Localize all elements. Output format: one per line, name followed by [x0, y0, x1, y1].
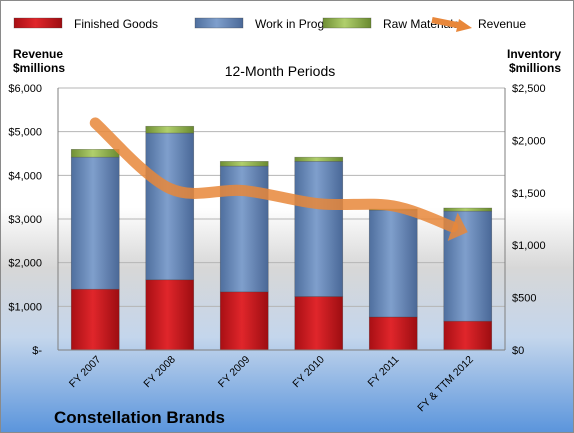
- right-tick-label: $0: [512, 345, 524, 357]
- bars: [70, 125, 493, 351]
- left-tick-label: $3,000: [8, 214, 42, 226]
- company-name: Constellation Brands: [54, 408, 225, 427]
- bar-work-in-progress: [368, 209, 418, 318]
- bar-work-in-progress: [294, 161, 344, 297]
- bar-raw-materials: [145, 125, 195, 134]
- category-label: FY 2011: [365, 354, 401, 390]
- right-axis-title-line1: Inventory: [507, 47, 561, 61]
- bar-work-in-progress: [70, 156, 120, 290]
- bar-raw-materials: [443, 207, 493, 212]
- bar-finished-goods: [70, 288, 120, 351]
- bar-finished-goods: [368, 316, 418, 351]
- legend-arrowhead: [456, 19, 472, 32]
- revenue-line: [89, 117, 468, 241]
- bar-raw-materials: [219, 161, 269, 167]
- right-tick-label: $2,000: [512, 135, 546, 147]
- left-tick-label: $-: [32, 345, 42, 357]
- revenue-arrowhead: [447, 212, 468, 241]
- bar-finished-goods: [145, 279, 195, 351]
- legend-swatch-finished-goods: [13, 17, 63, 29]
- right-axis-title-line2: $millions: [509, 61, 561, 75]
- gridlines: [58, 87, 505, 307]
- legend-item-revenue: Revenue: [431, 17, 526, 32]
- chart-title: 12-Month Periods: [225, 63, 336, 79]
- right-tick-label: $2,500: [512, 83, 546, 95]
- left-tick-label: $1,000: [8, 301, 42, 313]
- left-axis-title-line1: Revenue: [13, 47, 63, 61]
- legend: Finished Goods Work in Progress Raw Materi…: [13, 17, 526, 32]
- bar-work-in-progress: [219, 165, 269, 293]
- right-tick-label: $500: [512, 293, 536, 305]
- bar-raw-materials: [70, 149, 120, 158]
- bar-work-in-progress: [145, 132, 195, 281]
- left-tick-label: $6,000: [8, 83, 42, 95]
- bar-finished-goods: [443, 320, 493, 351]
- bar-finished-goods: [219, 291, 269, 351]
- legend-swatch-raw-materials: [322, 17, 372, 29]
- right-tick-label: $1,000: [512, 240, 546, 252]
- left-axis-title-line2: $millions: [13, 61, 65, 75]
- category-label: FY 2007: [67, 354, 104, 391]
- left-tick-label: $2,000: [8, 258, 42, 270]
- category-label: FY 2009: [216, 354, 253, 391]
- legend-swatch-revenue: [431, 17, 463, 29]
- left-tick-label: $4,000: [8, 170, 42, 182]
- legend-label: Finished Goods: [74, 17, 158, 31]
- category-label: FY 2010: [290, 354, 327, 391]
- left-tick-label: $5,000: [8, 127, 42, 139]
- right-tick-label: $1,500: [512, 188, 546, 200]
- legend-item-finished-goods: Finished Goods: [13, 17, 158, 31]
- bar-raw-materials: [294, 156, 344, 162]
- category-label: FY & TTM 2012: [415, 354, 476, 415]
- legend-label: Revenue: [478, 17, 526, 31]
- legend-swatch-work-in-progress: [194, 17, 244, 29]
- bar-finished-goods: [294, 296, 344, 351]
- category-label: FY 2008: [141, 354, 178, 391]
